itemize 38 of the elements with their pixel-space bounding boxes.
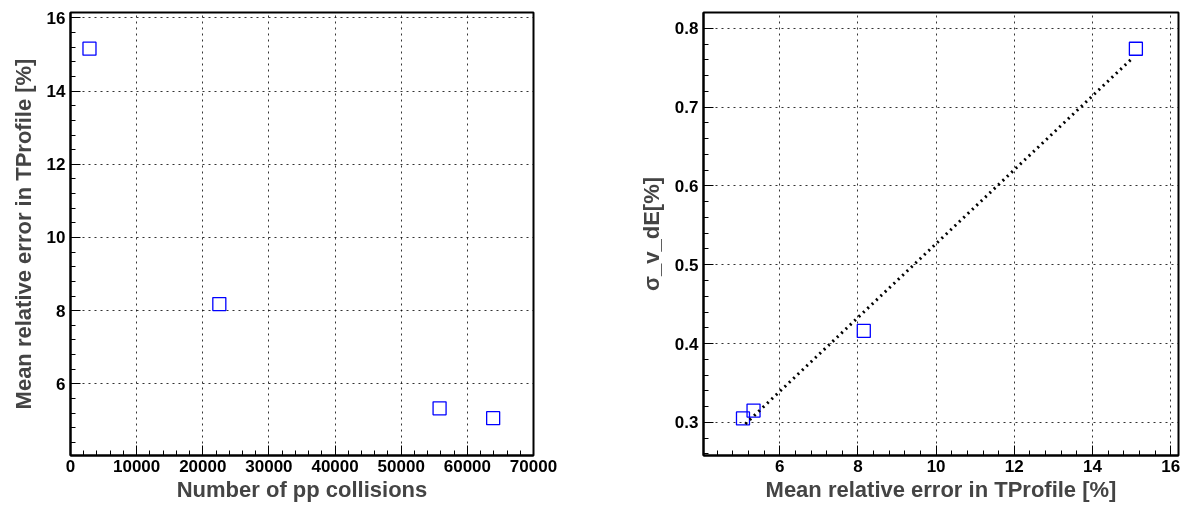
x-tick-label: 16 xyxy=(1161,456,1181,476)
y-tick-label: 0.6 xyxy=(674,176,699,196)
x-tick-label: 40000 xyxy=(311,456,359,476)
y-axis-title: σ_v_dE[%] xyxy=(638,176,664,292)
y-tick-label: 16 xyxy=(46,8,66,28)
x-tick-label: 30000 xyxy=(245,456,293,476)
x-tick-label: 20000 xyxy=(179,456,227,476)
point xyxy=(1128,41,1144,56)
point xyxy=(856,323,871,339)
x-tick-label: 8 xyxy=(853,456,863,476)
point xyxy=(735,411,751,426)
y-tick-label: 12 xyxy=(46,155,66,175)
x-tick-label: 10000 xyxy=(113,456,161,476)
x-tick-label: 10 xyxy=(926,456,946,476)
x-tick-label: 70000 xyxy=(509,456,558,476)
x-tick-label: 0 xyxy=(65,456,76,476)
point xyxy=(432,401,447,416)
y-tick-label: 0.5 xyxy=(674,255,699,275)
y-tick-label: 0.3 xyxy=(674,413,699,433)
y-tick-label: 6 xyxy=(56,374,66,394)
point xyxy=(746,403,761,418)
point xyxy=(212,296,227,312)
x-tick-label: 12 xyxy=(1004,456,1024,476)
x-tick-label: 60000 xyxy=(443,456,491,476)
y-tick-label: 0.7 xyxy=(674,98,699,118)
y-tick-label: 10 xyxy=(46,228,66,248)
x-tick-label: 50000 xyxy=(377,456,425,476)
y-tick-label: 8 xyxy=(56,301,66,321)
point xyxy=(82,41,97,56)
y-tick-label: 14 xyxy=(46,82,67,102)
y-tick-label: 0.4 xyxy=(674,334,700,354)
y-axis-title: Mean relative error in TProfile [%] xyxy=(10,58,36,410)
y-tick-label: 0.8 xyxy=(674,19,699,39)
x-axis-title: Mean relative error in TProfile [%] xyxy=(765,476,1117,502)
point xyxy=(486,411,501,426)
x-axis-title: Number of pp collisions xyxy=(176,476,428,502)
x-tick-label: 6 xyxy=(775,456,785,476)
x-tick-label: 14 xyxy=(1083,456,1103,476)
